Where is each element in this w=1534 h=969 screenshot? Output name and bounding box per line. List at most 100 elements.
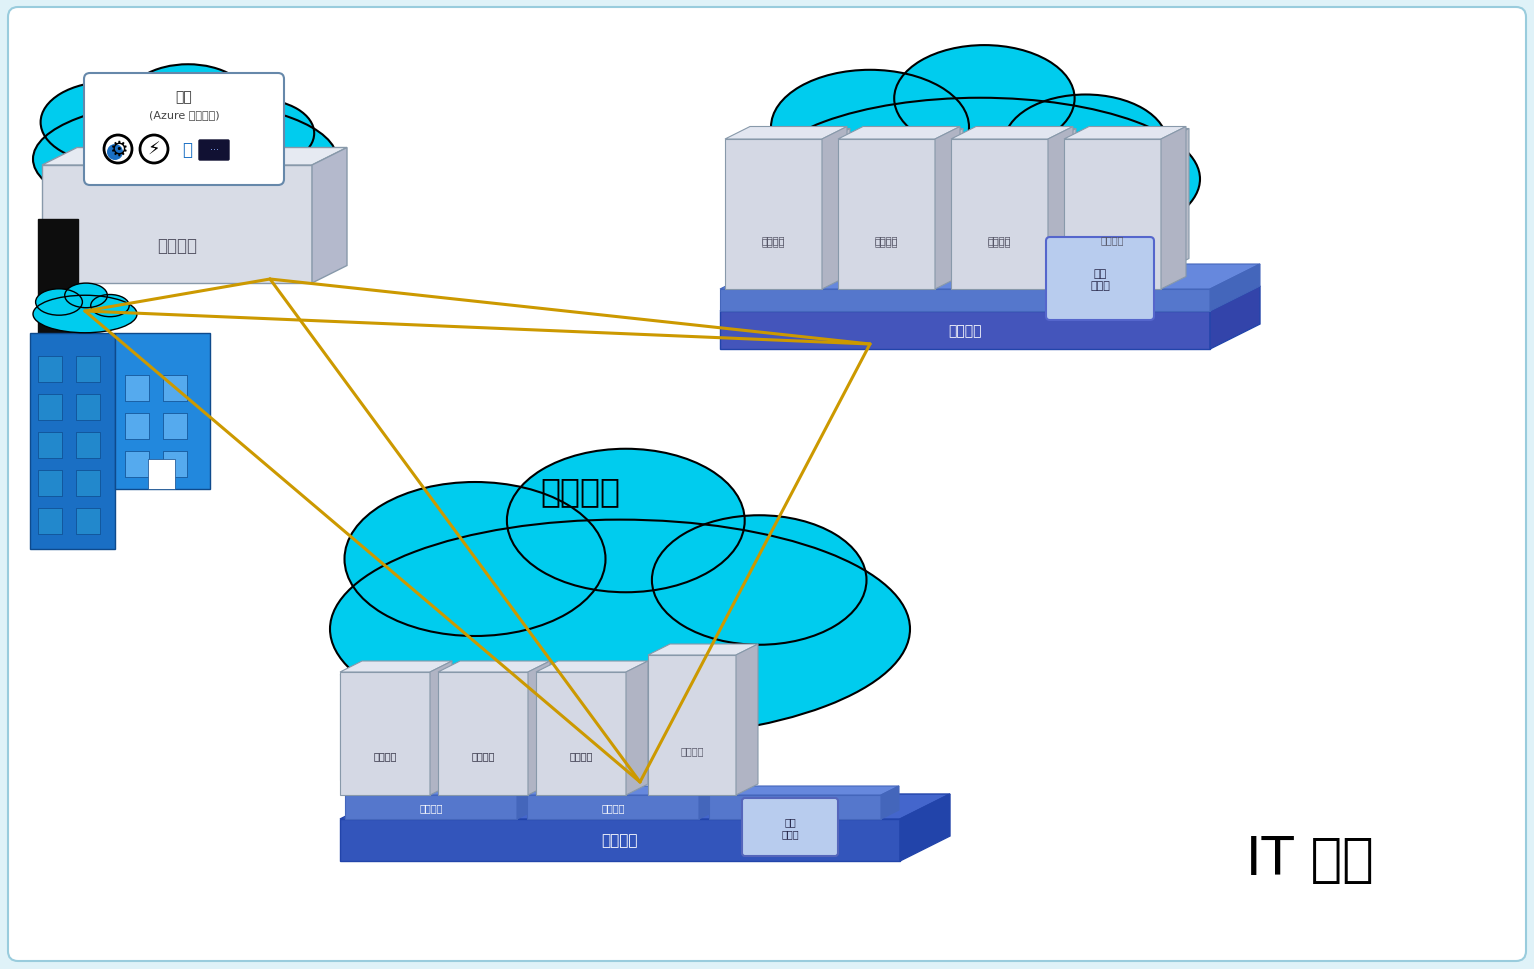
Polygon shape <box>115 333 210 489</box>
Polygon shape <box>38 432 61 458</box>
Text: 工作負載: 工作負載 <box>373 750 397 761</box>
Polygon shape <box>1164 130 1189 271</box>
FancyBboxPatch shape <box>199 141 229 161</box>
Polygon shape <box>730 141 825 271</box>
Text: 工作負載: 工作負載 <box>569 751 592 761</box>
Text: 工作負載: 工作負載 <box>156 237 196 255</box>
Polygon shape <box>124 414 149 440</box>
Text: 工作負載: 工作負載 <box>680 745 704 756</box>
Text: 平台基础: 平台基础 <box>601 832 638 848</box>
Polygon shape <box>341 665 449 675</box>
Polygon shape <box>77 432 100 458</box>
Polygon shape <box>147 459 175 489</box>
Polygon shape <box>936 127 960 290</box>
Text: 工作負載: 工作負載 <box>762 234 785 245</box>
Ellipse shape <box>40 82 178 164</box>
Polygon shape <box>341 675 428 780</box>
Polygon shape <box>439 661 551 672</box>
Ellipse shape <box>34 103 337 217</box>
FancyBboxPatch shape <box>1046 237 1154 321</box>
Polygon shape <box>41 148 347 166</box>
Polygon shape <box>77 357 100 383</box>
Polygon shape <box>719 290 1210 312</box>
Text: 工作負載: 工作負載 <box>373 751 397 761</box>
Polygon shape <box>647 655 736 796</box>
Polygon shape <box>535 665 646 675</box>
Polygon shape <box>825 130 850 271</box>
Text: 工作負載: 工作負載 <box>471 751 495 761</box>
Polygon shape <box>1210 265 1259 312</box>
Polygon shape <box>341 819 900 861</box>
FancyBboxPatch shape <box>8 8 1526 961</box>
Polygon shape <box>38 394 61 421</box>
Text: ···: ··· <box>210 144 218 155</box>
Polygon shape <box>626 661 647 796</box>
Polygon shape <box>1069 130 1189 141</box>
Polygon shape <box>428 665 449 780</box>
Polygon shape <box>38 509 61 535</box>
Polygon shape <box>956 141 1051 271</box>
Polygon shape <box>341 672 430 796</box>
Circle shape <box>107 144 123 161</box>
Text: 基礎
服務業: 基礎 服務業 <box>1091 269 1111 291</box>
Polygon shape <box>163 452 187 478</box>
Polygon shape <box>1048 127 1072 290</box>
Text: ⚡: ⚡ <box>147 141 161 159</box>
Polygon shape <box>838 127 960 140</box>
Text: 登陸區域: 登陸區域 <box>419 802 443 812</box>
Polygon shape <box>730 130 850 141</box>
FancyBboxPatch shape <box>742 798 838 857</box>
Ellipse shape <box>506 450 744 593</box>
Polygon shape <box>726 140 822 290</box>
Polygon shape <box>900 795 950 861</box>
Polygon shape <box>709 786 899 796</box>
Polygon shape <box>881 786 899 819</box>
FancyBboxPatch shape <box>84 74 284 186</box>
Ellipse shape <box>894 47 1075 152</box>
Polygon shape <box>844 130 963 141</box>
Polygon shape <box>838 140 936 290</box>
Text: 資產: 資產 <box>175 90 192 104</box>
Polygon shape <box>31 333 115 549</box>
Polygon shape <box>951 127 1072 140</box>
Polygon shape <box>124 452 149 478</box>
Polygon shape <box>38 357 61 383</box>
Text: 工作負載: 工作負載 <box>569 750 592 761</box>
Text: IT 組合: IT 組合 <box>1246 833 1374 885</box>
Ellipse shape <box>126 65 250 141</box>
Ellipse shape <box>759 99 1200 261</box>
Text: 工作負載: 工作負載 <box>874 236 899 247</box>
Polygon shape <box>77 394 100 421</box>
Circle shape <box>104 136 132 164</box>
Polygon shape <box>535 661 647 672</box>
Text: 雲端平台: 雲端平台 <box>540 475 620 508</box>
Circle shape <box>140 136 169 164</box>
Polygon shape <box>341 661 453 672</box>
Text: (Azure 中的資源): (Azure 中的資源) <box>149 109 219 120</box>
Polygon shape <box>736 644 758 796</box>
Ellipse shape <box>91 296 129 318</box>
Text: 工作負載: 工作負載 <box>762 236 785 247</box>
Ellipse shape <box>330 520 910 738</box>
Polygon shape <box>526 665 548 780</box>
Ellipse shape <box>64 284 107 308</box>
Polygon shape <box>719 312 1210 350</box>
Polygon shape <box>535 675 624 780</box>
Polygon shape <box>1210 287 1259 350</box>
Polygon shape <box>1051 130 1075 271</box>
Text: 基礎
服務業: 基礎 服務業 <box>781 816 799 838</box>
Polygon shape <box>163 376 187 401</box>
Text: 工作負載: 工作負載 <box>1101 234 1124 245</box>
Polygon shape <box>844 141 937 271</box>
Polygon shape <box>647 644 758 655</box>
Text: 工作負載: 工作負載 <box>1101 236 1124 247</box>
Ellipse shape <box>345 483 606 637</box>
Polygon shape <box>1161 127 1186 290</box>
Polygon shape <box>163 414 187 440</box>
Ellipse shape <box>1005 95 1167 192</box>
Polygon shape <box>937 130 963 271</box>
Polygon shape <box>709 796 881 819</box>
Polygon shape <box>1065 127 1186 140</box>
Polygon shape <box>535 672 626 796</box>
Text: 工作負載: 工作負載 <box>988 236 1011 247</box>
